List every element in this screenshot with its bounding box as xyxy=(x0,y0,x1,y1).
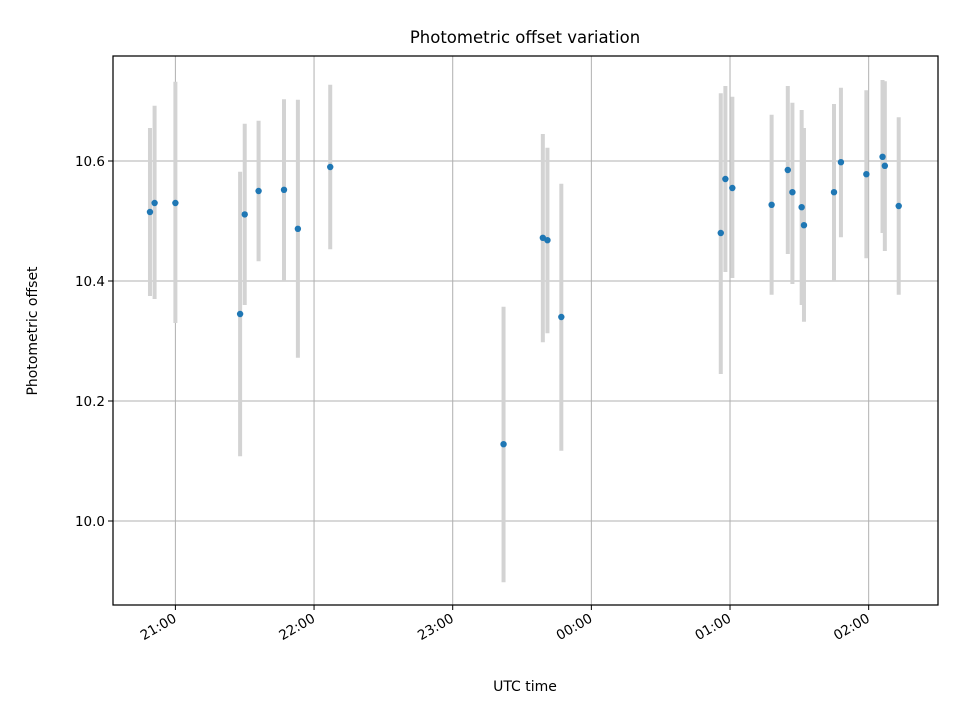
data-point xyxy=(717,229,724,237)
data-point xyxy=(798,204,805,211)
data-point xyxy=(837,159,845,166)
point-layer xyxy=(146,153,902,448)
data-point xyxy=(280,186,288,193)
data-point xyxy=(895,202,902,210)
data-point xyxy=(789,189,796,196)
y-tick-label: 10.4 xyxy=(75,274,105,290)
data-point xyxy=(863,171,870,178)
data-point xyxy=(722,175,729,183)
y-tick-label: 10.0 xyxy=(75,514,105,530)
chart-title: Photometric offset variation xyxy=(410,28,640,47)
data-point xyxy=(830,189,838,196)
data-point xyxy=(327,163,334,171)
data-point xyxy=(800,222,808,229)
y-tick-label: 10.2 xyxy=(75,394,105,410)
data-point xyxy=(784,166,791,174)
data-point xyxy=(236,310,244,318)
data-point xyxy=(500,441,507,448)
data-point xyxy=(729,184,736,192)
y-axis-label: Photometric offset xyxy=(25,266,41,396)
data-point xyxy=(558,313,565,321)
plot-frame xyxy=(112,55,939,606)
data-point xyxy=(146,208,154,216)
data-point xyxy=(768,201,775,208)
data-point xyxy=(151,199,158,207)
x-axis-label: UTC time xyxy=(493,679,557,695)
data-point xyxy=(544,237,551,244)
data-point xyxy=(294,225,302,232)
data-point xyxy=(255,187,262,195)
y-tick-label: 10.6 xyxy=(75,154,105,170)
data-point xyxy=(241,211,248,218)
data-point xyxy=(881,162,889,169)
data-point xyxy=(879,153,886,160)
data-point xyxy=(172,199,179,207)
